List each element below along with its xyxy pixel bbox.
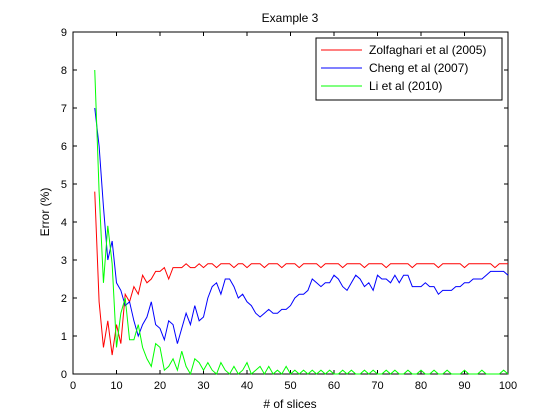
y-tick-label: 1 — [61, 331, 67, 343]
y-tick-label: 4 — [61, 217, 67, 229]
x-tick-label: 90 — [458, 380, 470, 392]
x-tick-label: 40 — [241, 380, 253, 392]
x-tick-label: 80 — [415, 380, 427, 392]
y-tick-label: 2 — [61, 293, 67, 305]
y-tick-label: 8 — [61, 65, 67, 77]
plot-area: 0 10 20 30 40 50 60 70 80 90 100 0 1 2 3 4 5 6 7 8 9 Zolfagha… — [61, 27, 517, 392]
series-line-2 — [94, 107, 509, 344]
legend-box — [315, 37, 503, 101]
x-axis-title: # of slices — [263, 397, 316, 411]
y-axis-title: Error (%) — [38, 188, 52, 237]
x-tick-label: 30 — [197, 380, 209, 392]
series-line-3 — [94, 69, 509, 376]
x-tick-label: 70 — [371, 380, 383, 392]
x-tick-label: 50 — [284, 380, 296, 392]
y-tick-label: 5 — [61, 179, 67, 191]
y-tick-label: 6 — [61, 141, 67, 153]
chart-title: Example 3 — [262, 11, 319, 25]
x-tick-label: 10 — [110, 380, 122, 392]
x-tick-label: 60 — [328, 380, 340, 392]
y-tick-label: 9 — [61, 27, 67, 39]
series-line-1 — [94, 191, 508, 356]
legend: Zolfaghari et al (2005) Cheng et al (2007… — [315, 37, 503, 101]
x-tick-label: 20 — [154, 380, 166, 392]
legend-label-2: Cheng et al (2007) — [369, 61, 468, 75]
y-tick-label: 3 — [61, 255, 67, 267]
legend-label-1: Zolfaghari et al (2005) — [369, 43, 486, 57]
y-tick-label: 0 — [61, 369, 67, 381]
x-tick-label: 100 — [499, 380, 517, 392]
legend-label-3: Li et al (2010) — [369, 79, 442, 93]
x-tick-label: 0 — [70, 380, 76, 392]
y-tick-label: 7 — [61, 103, 67, 115]
